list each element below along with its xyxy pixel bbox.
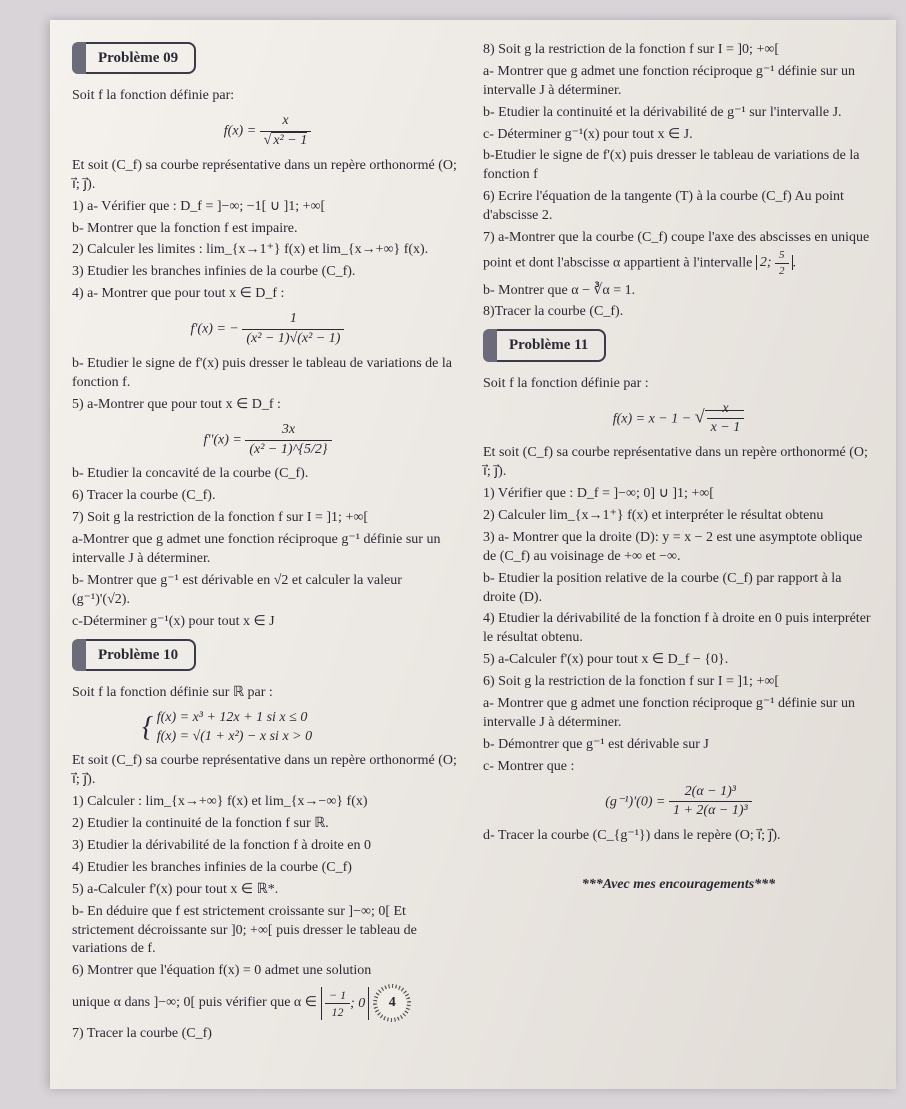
p10r-l8: 8) Soit g la restriction de la fonction …: [483, 41, 874, 60]
p11-l3a: 3) a- Montrer que la droite (D): y = x −…: [483, 529, 874, 567]
p10-l5b: b- En déduire que f est strictement croi…: [72, 903, 463, 960]
p09-l7c: c-Déterminer g⁻¹(x) pour tout x ∈ J: [72, 613, 463, 632]
p09-l5b: b- Etudier la concavité de la courbe (C_…: [72, 465, 463, 484]
p09-fsecond-lhs: f''(x) =: [203, 432, 241, 447]
p11-l1: 1) Vérifier que : D_f = ]−∞; 0] ∪ ]1; +∞…: [483, 485, 874, 504]
p10-piece2: f(x) = √(1 + x²) − x si x > 0: [157, 728, 312, 747]
p10-l3: 3) Etudier la dérivabilité de la fonctio…: [72, 837, 463, 856]
p09-fprime-num: 1: [242, 310, 344, 330]
p10r-l8a: a- Montrer que g admet une fonction réci…: [483, 63, 874, 101]
p11-l2: 2) Calculer lim_{x→1⁺} f(x) et interprét…: [483, 507, 874, 526]
p11-ginv-lhs: (g⁻¹)'(0) =: [605, 794, 665, 809]
p10r-l7r: 7) a-Montrer que la courbe (C_f) coupe l…: [483, 229, 874, 279]
brace-icon: {: [142, 712, 153, 743]
p09-fsecond-num: 3x: [245, 421, 331, 441]
p10r-l8b: b- Etudier la continuité et la dérivabil…: [483, 104, 874, 123]
p10-intro: Soit f la fonction définie sur ℝ par :: [72, 684, 463, 703]
p09-fsecond-den: (x² − 1)^{5/2}: [245, 441, 331, 460]
p11-l6: 6) Soit g la restriction de la fonction …: [483, 673, 874, 692]
p10-l6b-b: ; 0: [350, 995, 365, 1010]
p09-intro: Soit f la fonction définie par:: [72, 87, 463, 106]
p09-fprime-formula: f'(x) = − 1 (x² − 1)√(x² − 1): [72, 310, 463, 349]
p09-fx-den: x² − 1: [271, 132, 307, 148]
p09-l1a: 1) a- Vérifier que : D_f = ]−∞; −1[ ∪ ]1…: [72, 198, 463, 217]
page-number: 4: [389, 995, 396, 1010]
p10-l6b-row: unique α dans ]−∞; 0[ puis vérifier que …: [72, 984, 463, 1022]
p09-l2: 2) Calculer les limites : lim_{x→1⁺} f(x…: [72, 241, 463, 260]
p10r-l8c: c- Déterminer g⁻¹(x) pour tout x ∈ J.: [483, 126, 874, 145]
p11-l6d: d- Tracer la courbe (C_{g⁻¹}) dans le re…: [483, 827, 874, 846]
p10-l6b-interval: − 112; 0: [321, 987, 369, 1020]
p11-curve: Et soit (C_f) sa courbe représentative d…: [483, 444, 874, 482]
p10r-l6r: 6) Ecrire l'équation de la tangente (T) …: [483, 188, 874, 226]
p09-l7b: b- Montrer que g⁻¹ est dérivable en √2 e…: [72, 572, 463, 610]
p10r-l7r-interval: 2; 52: [756, 255, 793, 270]
p11-fx-formula: f(x) = x − 1 − √ x x − 1: [483, 400, 874, 439]
p10r-l7rb: b- Montrer que α − ∛α = 1.: [483, 282, 874, 301]
p11-fx-num: x: [707, 400, 745, 420]
p10-l5a: 5) a-Calculer f'(x) pour tout x ∈ ℝ*.: [72, 881, 463, 900]
page-number-badge: 4: [373, 984, 411, 1022]
p10-l6: 6) Montrer que l'équation f(x) = 0 admet…: [72, 962, 463, 981]
p10r-l7r-text: 7) a-Montrer que la courbe (C_f) coupe l…: [483, 230, 869, 270]
p09-curve: Et soit (C_f) sa courbe représentative d…: [72, 157, 463, 195]
p09-fprime-lhs: f'(x) = −: [191, 322, 239, 337]
sqrt-icon: √: [695, 406, 705, 426]
p09-l3: 3) Etudier les branches infinies de la c…: [72, 263, 463, 282]
p10r-l8d: b-Etudier le signe de f'(x) puis dresser…: [483, 147, 874, 185]
problem-10-header: Problème 10: [72, 639, 196, 671]
p10-piece1: f(x) = x³ + 12x + 1 si x ≤ 0: [157, 709, 312, 728]
problem-09-title: Problème 09: [98, 50, 178, 66]
p09-fprime-den: (x² − 1)√(x² − 1): [242, 330, 344, 349]
problem-11-title: Problème 11: [509, 337, 588, 353]
p09-l1b: b- Montrer que la fonction f est impaire…: [72, 220, 463, 239]
p09-fx-formula: f(x) = x x² − 1: [72, 112, 463, 151]
p09-l6: 6) Tracer la courbe (C_f).: [72, 487, 463, 506]
p11-l5a: 5) a-Calculer f'(x) pour tout x ∈ D_f − …: [483, 651, 874, 670]
p09-fx-lhs: f(x) =: [224, 124, 256, 139]
p10-l1: 1) Calculer : lim_{x→+∞} f(x) et lim_{x→…: [72, 793, 463, 812]
p11-l6c: c- Montrer que :: [483, 758, 874, 777]
p10-l6b-pre: unique α dans ]−∞; 0[ puis vérifier que …: [72, 994, 317, 1013]
p11-intro: Soit f la fonction définie par :: [483, 375, 874, 394]
p10-l7: 7) Tracer la courbe (C_f): [72, 1025, 463, 1044]
p11-ginv-formula: (g⁻¹)'(0) = 2(α − 1)³ 1 + 2(α − 1)³: [483, 783, 874, 822]
p09-fsecond-formula: f''(x) = 3x (x² − 1)^{5/2}: [72, 421, 463, 460]
p10-curve: Et soit (C_f) sa courbe représentative d…: [72, 752, 463, 790]
p11-l3b: b- Etudier la position relative de la co…: [483, 570, 874, 608]
p09-l4a: 4) a- Montrer que pour tout x ∈ D_f :: [72, 285, 463, 304]
p09-l4b: b- Etudier le signe de f'(x) puis dresse…: [72, 355, 463, 393]
p10-l2: 2) Etudier la continuité de la fonction …: [72, 815, 463, 834]
p10-piecewise: { f(x) = x³ + 12x + 1 si x ≤ 0 f(x) = √(…: [72, 709, 463, 747]
p11-fx-lhs: f(x) = x − 1 −: [613, 411, 691, 426]
p11-ginv-den: 1 + 2(α − 1)³: [669, 802, 752, 821]
problem-09-header: Problème 09: [72, 42, 196, 74]
p09-l5a: 5) a-Montrer que pour tout x ∈ D_f :: [72, 396, 463, 415]
p09-l7a: a-Montrer que g admet une fonction récip…: [72, 531, 463, 569]
p09-l7: 7) Soit g la restriction de la fonction …: [72, 509, 463, 528]
p09-fx-num: x: [260, 112, 312, 132]
p11-l4: 4) Etudier la dérivabilité de la fonctio…: [483, 610, 874, 648]
p11-l6a: a- Montrer que g admet une fonction réci…: [483, 695, 874, 733]
problem-10-title: Problème 10: [98, 647, 178, 663]
p11-fx-den: x − 1: [707, 419, 745, 438]
p10r-l8r: 8)Tracer la courbe (C_f).: [483, 303, 874, 322]
p11-l6b: b- Démontrer que g⁻¹ est dérivable sur J: [483, 736, 874, 755]
p11-ginv-num: 2(α − 1)³: [669, 783, 752, 803]
footer-encouragement: ***Avec mes encouragements***: [483, 876, 874, 895]
p10-l4: 4) Etudier les branches infinies de la c…: [72, 859, 463, 878]
problem-11-header: Problème 11: [483, 329, 606, 361]
